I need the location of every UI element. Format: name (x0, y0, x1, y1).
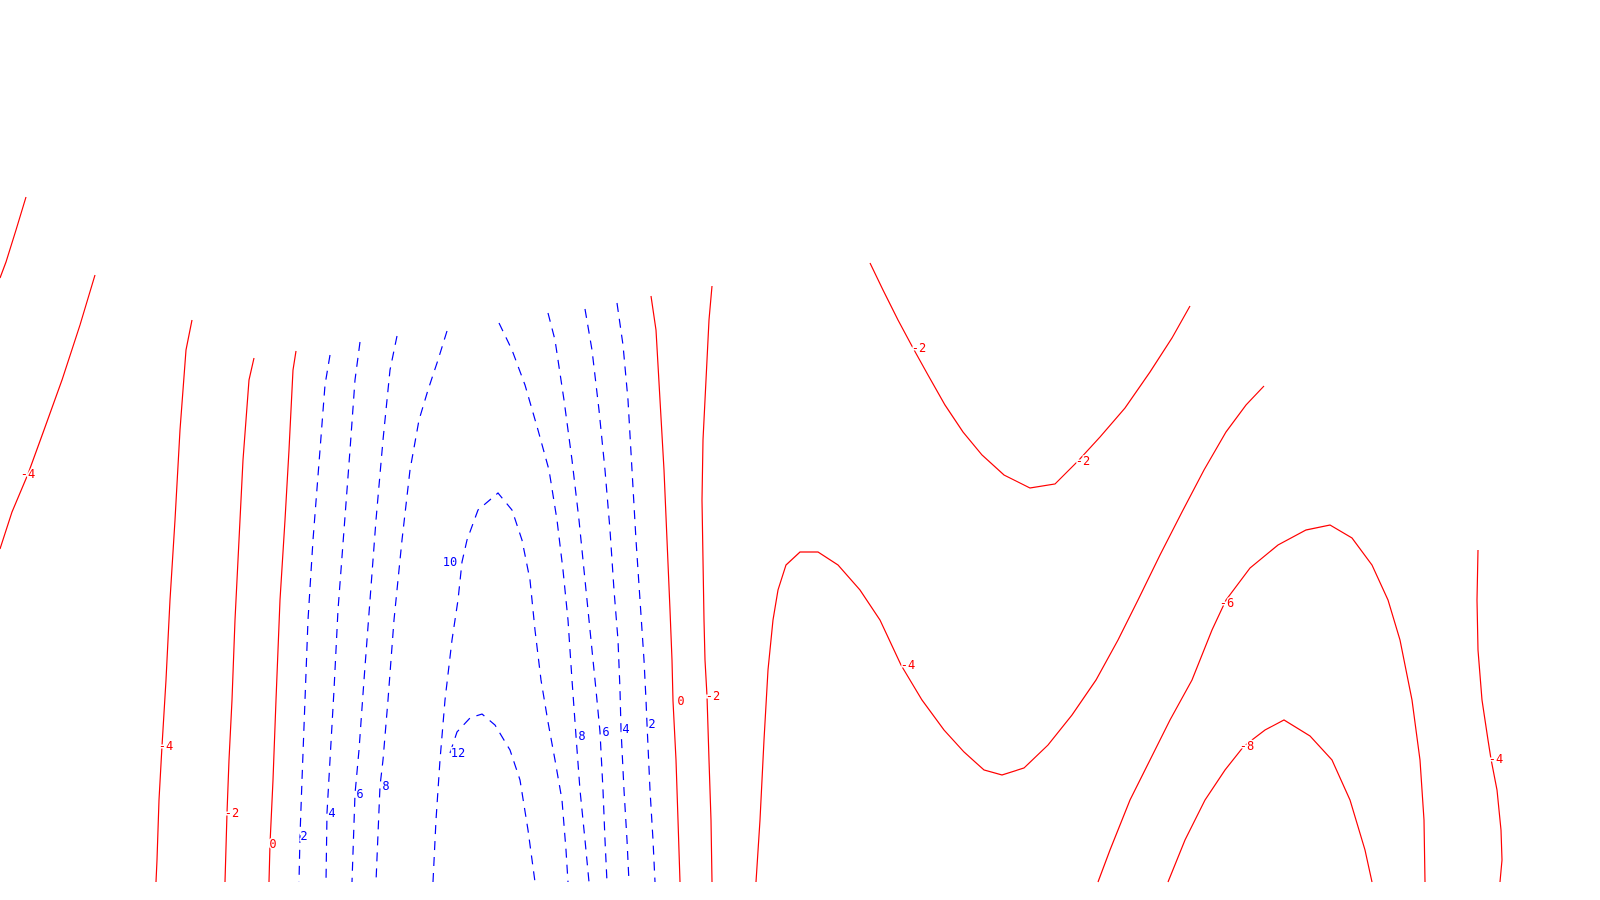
contour-label: -8 (1240, 739, 1254, 753)
contour-line-level-neg4 (0, 197, 26, 278)
contour-line-level-neg4 (0, 275, 95, 549)
contour-line-level-12 (450, 714, 535, 882)
contour-line-level-2 (299, 355, 330, 882)
contour-label: 6 (356, 787, 363, 801)
contour-line-level-neg2 (702, 286, 712, 882)
contour-line-level-neg2 (225, 358, 254, 882)
contour-lines (0, 197, 1502, 882)
contour-label: 2 (648, 717, 655, 731)
contour-label: 8 (382, 779, 389, 793)
contour-label: -6 (1220, 596, 1234, 610)
contour-line-level-4 (585, 309, 629, 882)
contour-line-level-neg8 (1168, 720, 1372, 882)
contour-label: -2 (912, 341, 926, 355)
contour-label: 4 (622, 722, 629, 736)
contour-line-level-neg4 (1477, 550, 1502, 882)
contour-line-level-0 (651, 296, 680, 882)
contour-line-level-6 (548, 313, 607, 882)
contour-label: 0 (677, 694, 684, 708)
contour-line-level-0 (269, 351, 296, 882)
contour-label: 6 (602, 725, 609, 739)
contour-label: 8 (578, 729, 585, 743)
contour-label: -4 (901, 658, 915, 672)
contour-line-level-neg4 (756, 386, 1264, 882)
contour-label: -4 (159, 739, 173, 753)
contour-line-level-8 (376, 331, 447, 882)
contour-line-level-2 (617, 303, 655, 882)
contour-label: 0 (269, 837, 276, 851)
contour-label: -4 (21, 467, 35, 481)
contour-label: 2 (300, 829, 307, 843)
contour-label: -4 (1489, 752, 1503, 766)
contour-label: -2 (706, 689, 720, 703)
contour-line-level-8 (499, 323, 589, 882)
contour-line-level-neg4 (156, 320, 192, 882)
contour-line-level-neg6 (1098, 525, 1425, 882)
contour-line-level-neg2 (870, 263, 1190, 488)
contour-label: 10 (443, 555, 457, 569)
contour-label: -2 (1076, 454, 1090, 468)
contour-label: 4 (328, 806, 335, 820)
contour-label: 12 (451, 746, 465, 760)
contour-line-level-10 (433, 493, 568, 882)
contour-label: -2 (225, 806, 239, 820)
